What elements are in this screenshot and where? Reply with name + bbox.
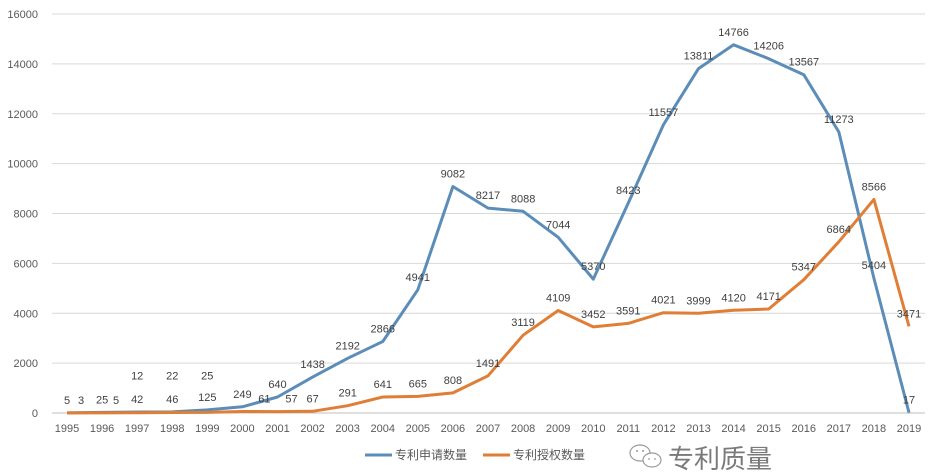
data-label-applications: 5370 [581, 261, 605, 273]
data-label-applications: 2866 [371, 324, 395, 336]
x-tick-label: 2017 [827, 423, 851, 435]
x-tick-label: 2006 [441, 423, 465, 435]
data-label-grants: 808 [444, 375, 462, 387]
x-tick-label: 2013 [686, 423, 710, 435]
x-tick-label: 2016 [792, 423, 816, 435]
legend-label-grants: 专利授权数量 [513, 447, 585, 462]
data-label-grants: 12 [131, 371, 143, 383]
y-tick-label: 8000 [14, 209, 38, 221]
data-label-grants: 4171 [756, 291, 780, 303]
x-tick-label: 2009 [546, 423, 570, 435]
data-label-grants: 291 [339, 388, 357, 400]
data-label-applications: 46 [166, 394, 178, 406]
x-tick-label: 2018 [862, 423, 886, 435]
y-tick-label: 4000 [14, 308, 38, 320]
data-label-grants: 3471 [897, 308, 921, 320]
y-tick-label: 0 [32, 408, 38, 420]
legend: 专利申请数量 专利授权数量 [365, 447, 585, 462]
data-label-grants: 61 [258, 394, 270, 406]
data-label-grants: 4021 [651, 295, 675, 307]
data-label-grants: 5347 [792, 262, 816, 274]
watermark: 专利质量 [629, 444, 772, 474]
data-label-applications: 5404 [862, 260, 886, 272]
y-tick-label: 2000 [14, 358, 38, 370]
data-label-applications: 125 [198, 392, 216, 404]
x-tick-label: 1995 [55, 423, 79, 435]
data-label-applications: 17 [903, 395, 915, 407]
x-tick-label: 2001 [265, 423, 289, 435]
data-label-applications: 7044 [546, 219, 570, 231]
x-tick-label: 1998 [160, 423, 184, 435]
data-label-applications: 14766 [718, 27, 749, 39]
legend-label-applications: 专利申请数量 [395, 447, 467, 462]
x-tick-label: 1996 [90, 423, 114, 435]
data-label-grants: 1491 [476, 358, 500, 370]
data-label-applications: 42 [131, 394, 143, 406]
data-label-applications: 8423 [616, 185, 640, 197]
watermark-text: 专利质量 [668, 444, 772, 474]
data-label-applications: 13811 [684, 51, 714, 63]
data-label-applications: 14206 [753, 41, 784, 53]
data-label-grants: 3119 [511, 317, 535, 329]
wechat-icon [629, 444, 662, 468]
data-label-grants: 25 [201, 370, 213, 382]
data-label-applications: 249 [233, 389, 251, 401]
x-tick-label: 2015 [756, 423, 780, 435]
data-label-grants: 3 [78, 395, 84, 407]
x-tick-label: 1999 [195, 423, 219, 435]
x-tick-label: 2010 [581, 423, 605, 435]
data-label-applications: 13567 [789, 57, 820, 69]
data-label-applications: 8217 [476, 190, 500, 202]
series-line-1 [67, 197, 911, 415]
y-tick-label: 10000 [7, 159, 38, 171]
data-label-grants: 22 [166, 371, 178, 383]
data-label-grants: 6864 [827, 224, 851, 236]
x-axis: 1995 1996 1997 1998 1999 2000 2001 2002 2003 2004… [55, 423, 921, 435]
data-label-applications: 8088 [511, 193, 535, 205]
data-label-applications: 2192 [335, 340, 359, 352]
x-tick-label: 2014 [721, 423, 745, 435]
x-tick-label: 2012 [651, 423, 675, 435]
data-label-grants: 5 [113, 395, 119, 407]
y-tick-label: 6000 [14, 258, 38, 270]
x-tick-label: 2008 [511, 423, 535, 435]
x-tick-label: 2007 [476, 423, 500, 435]
data-labels: 14766 14206 13811 13567 11557 11273 9082 8566 84… [64, 27, 921, 407]
x-tick-label: 2004 [371, 423, 395, 435]
data-label-applications: 1438 [300, 359, 324, 371]
data-label-grants: 3452 [581, 309, 605, 321]
y-tick-label: 12000 [7, 109, 38, 121]
y-tick-label: 16000 [7, 9, 38, 21]
data-label-applications: 9082 [441, 169, 465, 181]
x-tick-label: 2019 [897, 423, 921, 435]
x-tick-label: 2002 [300, 423, 324, 435]
data-label-grants: 57 [285, 394, 297, 406]
data-label-applications: 640 [268, 379, 286, 391]
y-axis: 0 2000 4000 6000 8000 10000 12000 14000 16000 [7, 9, 38, 420]
x-tick-label: 1997 [125, 423, 149, 435]
x-tick-label: 2003 [335, 423, 359, 435]
data-label-grants: 3591 [616, 305, 640, 317]
x-tick-label: 2011 [617, 423, 641, 435]
data-label-applications: 11557 [649, 107, 679, 119]
gridlines [52, 13, 925, 414]
series-lines [66, 43, 911, 415]
data-label-grants: 641 [374, 379, 392, 391]
x-tick-label: 2000 [230, 423, 254, 435]
data-label-grants: 3999 [686, 295, 710, 307]
data-label-applications: 11273 [824, 114, 854, 126]
data-label-applications: 4941 [406, 272, 430, 284]
data-label-applications: 5 [64, 395, 70, 407]
data-label-grants: 4109 [546, 293, 570, 305]
data-label-grants: 67 [306, 393, 318, 405]
data-label-applications: 25 [96, 394, 108, 406]
data-label-grants: 4120 [721, 292, 745, 304]
y-tick-label: 14000 [7, 59, 38, 71]
data-label-grants: 8566 [862, 181, 886, 193]
x-tick-label: 2005 [406, 423, 430, 435]
data-label-grants: 665 [409, 378, 427, 390]
